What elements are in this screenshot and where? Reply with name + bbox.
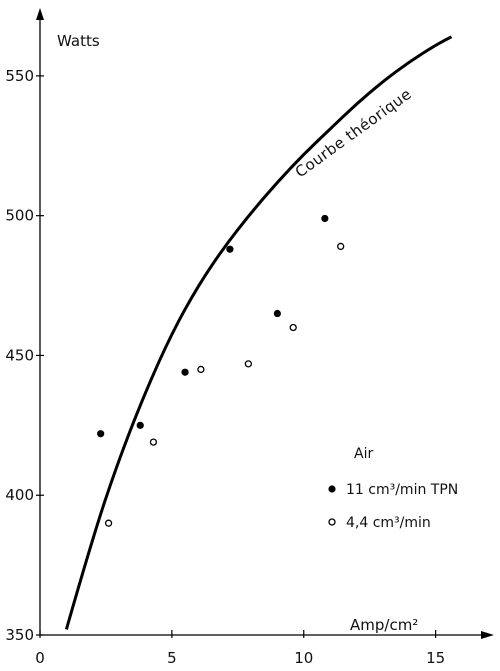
theoretical-curve: [64, 35, 453, 630]
data-point-filled: [97, 430, 105, 438]
legend-title: Air: [354, 446, 373, 462]
x-axis-title: Amp/cm²: [350, 616, 418, 634]
y-tick-label: 450: [5, 346, 34, 364]
legend-label-2: 4,4 cm³/min: [346, 515, 431, 531]
data-point-filled: [136, 421, 144, 429]
data-point-filled: [181, 368, 189, 376]
data-point-open: [337, 242, 345, 251]
y-tick-label: 350: [5, 626, 34, 644]
legend-label-1: 11 cm³/min TPN: [346, 482, 458, 498]
legend-marker-filled: [328, 485, 336, 493]
tick-marks: [36, 75, 437, 638]
x-tick-label: 15: [426, 649, 445, 667]
y-tick-label: 500: [5, 207, 34, 225]
legend-marker-open: [328, 518, 336, 526]
data-point-open: [149, 438, 158, 446]
x-tick-label: 10: [294, 649, 313, 667]
curve-label: Courbe théorique: [292, 85, 415, 181]
data-point-open: [104, 519, 113, 527]
data-point-open: [244, 360, 253, 368]
x-axis-arrow: [481, 631, 494, 639]
tick-labels: 350 400 450 500 550 0 5 10 15: [5, 67, 445, 667]
data-point-open: [289, 323, 297, 332]
data-point-filled: [226, 245, 234, 253]
data-point-filled: [321, 214, 329, 223]
legend: Air 11 cm³/min TPN 4,4 cm³/min: [328, 446, 458, 531]
y-tick-label: 550: [5, 67, 34, 85]
data-point-open: [197, 365, 205, 374]
data-point-filled: [273, 309, 281, 318]
x-tick-label: 0: [35, 649, 45, 667]
data-points: [97, 214, 345, 527]
y-axis-title: Watts: [57, 32, 100, 50]
y-axis-arrow: [36, 8, 44, 20]
axes: [36, 8, 494, 639]
x-tick-label: 5: [167, 649, 177, 667]
y-tick-label: 400: [5, 486, 34, 504]
